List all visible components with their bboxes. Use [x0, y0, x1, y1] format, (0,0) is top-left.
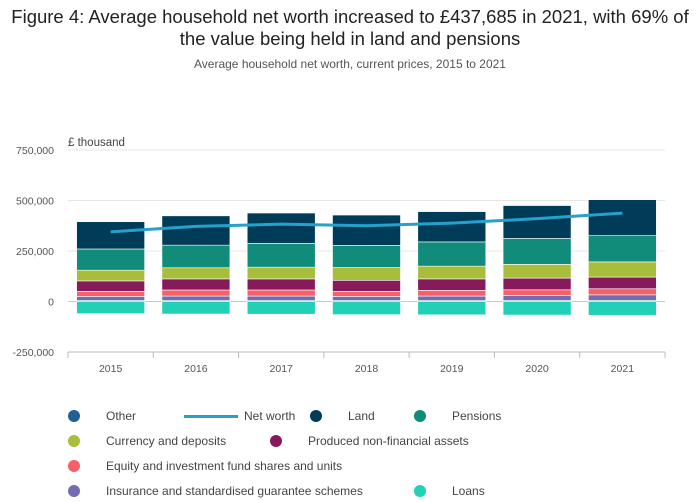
- legend-label: Currency and deposits: [106, 434, 227, 448]
- bar-segment: [588, 301, 657, 316]
- bar-segment: [332, 214, 401, 246]
- bar-segment: [417, 265, 487, 280]
- bar-segment: [161, 295, 231, 301]
- legend-label: Loans: [452, 484, 485, 498]
- bar-segment: [76, 296, 145, 301]
- x-tick-label: 2017: [270, 363, 294, 375]
- bar-segment: [417, 278, 487, 291]
- legend-label: Insurance and standardised guarantee sch…: [106, 484, 363, 498]
- bar-segment: [588, 261, 657, 278]
- bar-segment: [161, 278, 231, 291]
- y-tick-label: 250,000: [16, 246, 54, 258]
- bar-segment: [417, 211, 487, 243]
- bar-segment: [76, 301, 145, 314]
- y-tick-label: 0: [48, 297, 54, 309]
- legend-label: Land: [348, 409, 375, 423]
- legend-item: Other: [68, 407, 136, 425]
- y-axis-unit-label: £ thousand: [68, 137, 125, 149]
- bar-segment: [417, 241, 487, 267]
- x-tick-label: 2019: [440, 363, 464, 375]
- bar-segment: [161, 215, 231, 246]
- legend-item: Equity and investment fund shares and un…: [68, 457, 342, 475]
- bar-segment: [161, 301, 231, 315]
- legend-item: Produced non-financial assets: [270, 432, 469, 450]
- bar-segment: [588, 288, 657, 296]
- legend-line-swatch: [184, 414, 238, 418]
- legend-label: Equity and investment fund shares and un…: [106, 459, 343, 473]
- legend-dot-swatch: [310, 410, 322, 422]
- legend-dot-swatch: [270, 435, 282, 447]
- legend-label: Pensions: [452, 409, 502, 423]
- bar-segment: [588, 199, 657, 236]
- legend-dot-swatch: [68, 410, 80, 422]
- legend-item: Net worth: [184, 407, 296, 425]
- stacked-bar-chart: -250,000 0 250,000 500,000 750,000 £ thousand…: [13, 137, 666, 375]
- legend-item: Insurance and standardised guarantee sch…: [68, 482, 363, 500]
- x-tick-label: 2021: [611, 363, 635, 375]
- x-tick-label: 2020: [525, 363, 549, 375]
- bar-segment: [332, 291, 401, 297]
- bar-segment: [332, 301, 401, 315]
- bar-segment: [588, 294, 657, 301]
- bar-segment: [76, 221, 145, 250]
- bar-segment: [332, 267, 401, 281]
- chart-subtitle: Average household net worth, current pri…: [194, 57, 506, 71]
- legend-dot-swatch: [414, 410, 426, 422]
- bar-segment: [502, 301, 572, 316]
- y-tick-label: -250,000: [13, 347, 55, 359]
- bar-segment: [161, 289, 231, 297]
- legend-item: Pensions: [414, 407, 501, 425]
- bar-segment: [502, 289, 572, 296]
- legend-label: Net worth: [244, 409, 296, 423]
- bar-segment: [76, 291, 145, 297]
- bar-segment: [246, 301, 316, 315]
- bar-segment: [76, 248, 145, 271]
- bar-segment: [588, 235, 657, 263]
- bar-segment: [161, 267, 231, 280]
- legend-label: Other: [106, 409, 137, 423]
- legend-label: Produced non-financial assets: [308, 434, 469, 448]
- bar-segment: [417, 301, 487, 316]
- bar-segment: [502, 238, 572, 265]
- x-tick-label: 2016: [184, 363, 208, 375]
- bar-segment: [332, 245, 401, 268]
- legend-dot-swatch: [414, 485, 426, 497]
- net-worth-line: [110, 211, 623, 234]
- bar-segment: [332, 296, 401, 301]
- legend-item: Currency and deposits: [68, 432, 226, 450]
- legend-dot-swatch: [68, 460, 80, 472]
- legend-dot-swatch: [68, 485, 80, 497]
- legend-item: Land: [310, 407, 375, 425]
- bar-segment: [502, 295, 572, 301]
- bar-segment: [76, 280, 145, 292]
- bar-segment: [161, 244, 231, 269]
- bar-segment: [76, 269, 145, 282]
- x-tick-label: 2018: [355, 363, 379, 375]
- bar-segment: [246, 243, 316, 268]
- bar-segment: [246, 278, 316, 291]
- bar-segment: [246, 289, 316, 297]
- y-tick-label: 500,000: [16, 196, 54, 208]
- bar-segment: [502, 205, 572, 239]
- legend-dot-swatch: [68, 435, 80, 447]
- bar-segment: [417, 290, 487, 297]
- bar-segment: [502, 264, 572, 279]
- x-tick-label: 2015: [99, 363, 123, 375]
- bar-segment: [332, 279, 401, 292]
- bar-segment: [417, 295, 487, 301]
- chart-legend: Other Net worth Land Pensions Currency and d…: [0, 400, 700, 500]
- bar-segment: [246, 212, 316, 244]
- legend-item: Loans: [414, 482, 485, 500]
- bar-segment: [588, 276, 657, 290]
- bar-segment: [246, 295, 316, 301]
- y-tick-label: 750,000: [16, 145, 54, 157]
- bar-segment: [246, 266, 316, 280]
- chart-title: Figure 4: Average household net worth in…: [11, 6, 689, 49]
- bar-segment: [502, 277, 572, 291]
